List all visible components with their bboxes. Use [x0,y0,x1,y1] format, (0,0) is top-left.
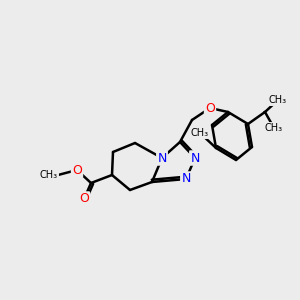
Text: O: O [72,164,82,176]
Text: CH₃: CH₃ [265,123,283,133]
Text: CH₃: CH₃ [269,95,287,105]
Text: N: N [157,152,167,164]
Text: N: N [181,172,191,185]
Text: CH₃: CH₃ [191,128,209,138]
Text: O: O [205,101,215,115]
Text: O: O [79,193,89,206]
Text: N: N [190,152,200,164]
Text: CH₃: CH₃ [40,170,58,180]
